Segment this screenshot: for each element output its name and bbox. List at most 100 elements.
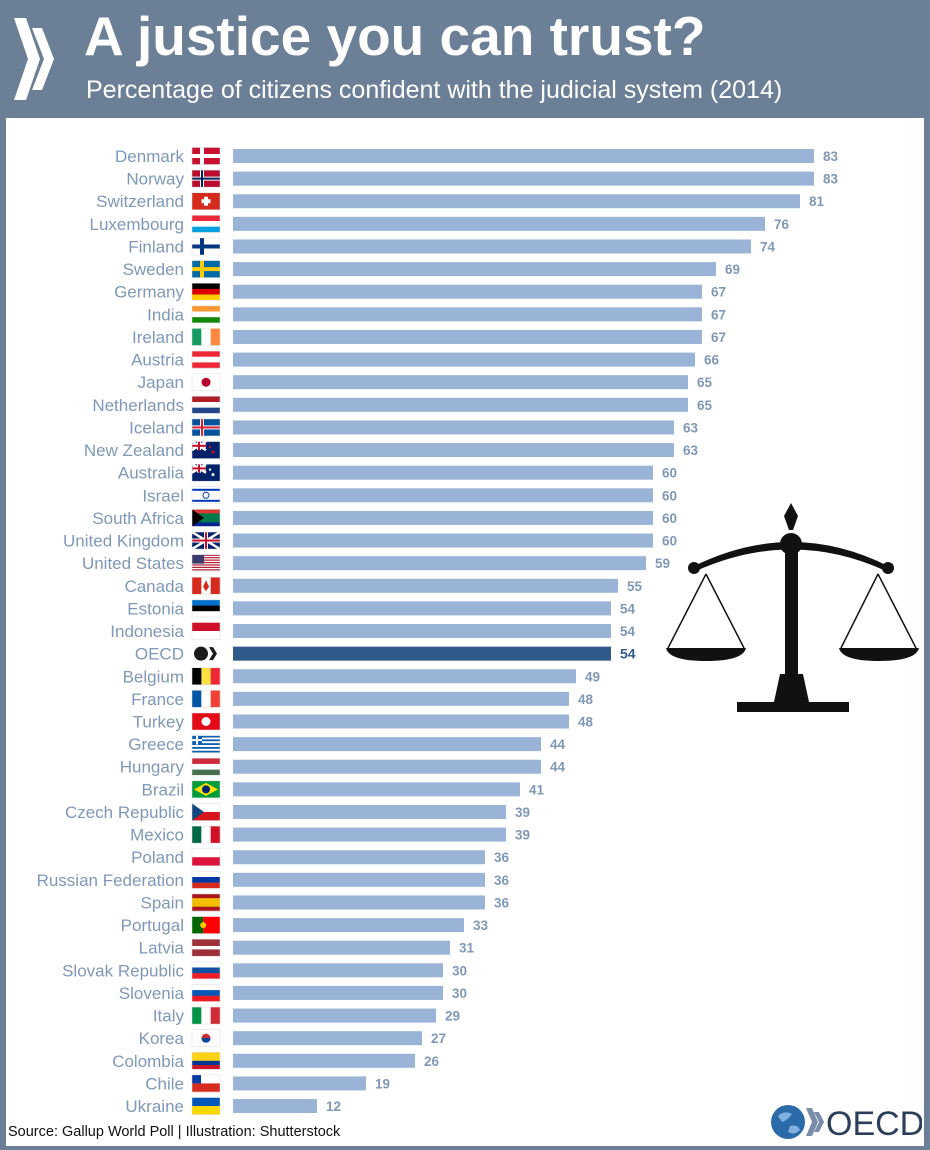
flag-icon-iceland (191, 418, 221, 437)
bar-iceland (233, 420, 674, 435)
flag-icon-belgium (191, 667, 221, 686)
category-label-sweden: Sweden (123, 260, 184, 279)
bar-italy (233, 1008, 436, 1023)
bar-spain (233, 895, 485, 910)
oecd-chevron-icon (14, 18, 54, 100)
bar-poland (233, 850, 485, 865)
flag-icon-czech-republic (191, 803, 221, 821)
value-label-colombia: 26 (424, 1054, 440, 1069)
category-label-oecd: OECD (135, 645, 184, 664)
category-label-canada: Canada (124, 577, 184, 596)
category-label-colombia: Colombia (112, 1052, 184, 1071)
value-label-france: 48 (578, 692, 594, 707)
category-label-ireland: Ireland (132, 328, 184, 347)
bar-canada (233, 578, 618, 593)
category-label-italy: Italy (153, 1007, 185, 1026)
oecd-logo: OECD (771, 1105, 922, 1142)
bar-colombia (233, 1053, 415, 1068)
bar-austria (233, 352, 695, 367)
flag-icon-india (191, 305, 221, 324)
category-label-united-states: United States (82, 554, 184, 573)
bar-ukraine (233, 1099, 317, 1114)
bar-belgium (233, 669, 576, 684)
category-label-luxembourg: Luxembourg (89, 215, 184, 234)
value-label-netherlands: 65 (697, 398, 713, 413)
bar-south-africa (233, 510, 653, 525)
category-label-india: India (147, 305, 184, 324)
flag-icon-poland (191, 848, 221, 866)
bar-brazil (233, 782, 520, 797)
category-label-latvia: Latvia (139, 939, 185, 958)
flag-icon-colombia (191, 1052, 221, 1070)
flag-icon-estonia (191, 599, 221, 618)
flag-icon-portugal (191, 916, 221, 934)
bar-japan (233, 375, 688, 390)
flag-icon-norway (191, 169, 221, 188)
value-label-slovenia: 30 (452, 986, 467, 1001)
bar-israel (233, 488, 653, 503)
flag-icon-russian-federation (191, 871, 221, 889)
category-label-iceland: Iceland (129, 418, 184, 437)
value-label-new-zealand: 63 (683, 443, 699, 458)
flag-icon-canada (191, 577, 221, 595)
category-label-hungary: Hungary (120, 758, 185, 777)
category-label-germany: Germany (114, 283, 184, 302)
bar-denmark (233, 149, 814, 163)
bar-czech-republic (233, 804, 506, 819)
bar-hungary (233, 759, 541, 774)
value-label-united-states: 59 (655, 556, 670, 571)
category-label-korea: Korea (139, 1029, 185, 1048)
value-label-india: 67 (711, 307, 726, 322)
bar-korea (233, 1031, 422, 1046)
flag-icon-chile (191, 1074, 221, 1093)
bar-slovenia (233, 985, 443, 1000)
flag-icon-oecd (192, 645, 220, 663)
category-label-czech-republic: Czech Republic (65, 803, 185, 822)
category-label-slovenia: Slovenia (119, 984, 185, 1003)
value-label-germany: 67 (711, 285, 726, 300)
bar-estonia (233, 601, 611, 616)
category-label-greece: Greece (128, 735, 184, 754)
category-label-indonesia: Indonesia (110, 622, 184, 641)
value-label-south-africa: 60 (662, 511, 677, 526)
chart-panel: Denmark 83 Norway 83 Switzerland 81 Luxembourg… (6, 118, 924, 1146)
flag-icon-spain (191, 893, 221, 912)
value-label-brazil: 41 (529, 782, 545, 797)
category-label-finland: Finland (128, 237, 184, 256)
bar-portugal (233, 918, 464, 933)
flag-icon-netherlands (191, 396, 221, 414)
value-label-indonesia: 54 (620, 624, 636, 639)
value-label-finland: 74 (760, 239, 776, 254)
category-label-switzerland: Switzerland (96, 192, 184, 211)
value-label-luxembourg: 76 (774, 217, 790, 232)
bar-india (233, 307, 702, 322)
category-label-estonia: Estonia (127, 599, 184, 618)
category-label-poland: Poland (131, 848, 184, 867)
value-label-belgium: 49 (585, 669, 600, 684)
value-label-ukraine: 12 (326, 1099, 341, 1114)
flag-icon-united-kingdom (191, 530, 221, 551)
category-label-united-kingdom: United Kingdom (63, 532, 184, 551)
value-label-sweden: 69 (725, 262, 740, 277)
bar-chile (233, 1076, 366, 1091)
flag-icon-new-zealand (191, 440, 221, 459)
value-label-spain: 36 (494, 895, 510, 910)
bar-chart: Denmark 83 Norway 83 Switzerland 81 Luxembourg… (37, 147, 919, 1116)
flag-icon-korea (191, 1029, 221, 1047)
category-label-new-zealand: New Zealand (84, 441, 184, 460)
category-label-france: France (131, 690, 184, 709)
category-label-mexico: Mexico (130, 826, 184, 845)
bar-united-kingdom (233, 533, 653, 548)
bar-indonesia (233, 624, 611, 639)
category-label-netherlands: Netherlands (92, 396, 184, 415)
flag-icon-brazil (191, 780, 221, 799)
category-label-slovak-republic: Slovak Republic (62, 961, 184, 980)
bar-australia (233, 465, 653, 480)
category-label-denmark: Denmark (115, 147, 184, 166)
value-label-korea: 27 (431, 1031, 446, 1046)
category-label-norway: Norway (126, 170, 184, 189)
category-label-turkey: Turkey (133, 713, 185, 732)
flag-icon-turkey (191, 712, 221, 731)
bar-latvia (233, 940, 450, 955)
category-label-chile: Chile (145, 1074, 184, 1093)
